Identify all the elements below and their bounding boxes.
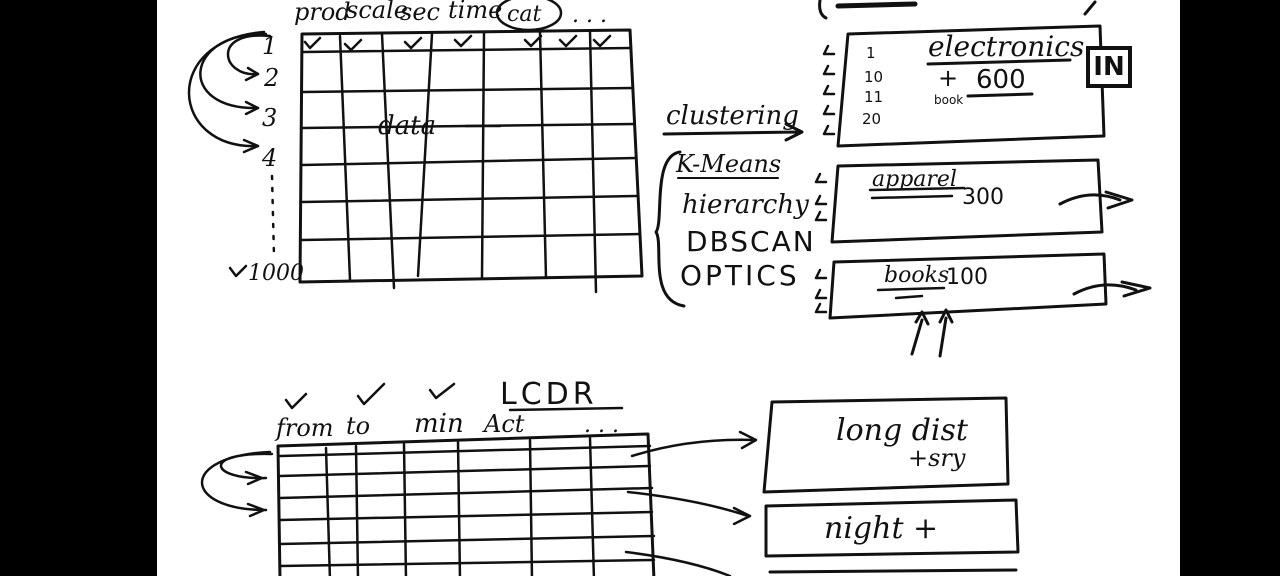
cluster-label-books: books	[884, 263, 949, 288]
row-id-20: 20	[862, 110, 881, 128]
column-header-min: min	[414, 409, 464, 439]
bottom-arrow-2	[626, 490, 752, 526]
apparel-underline	[868, 186, 966, 200]
cat-circle	[495, 0, 563, 32]
row-index-3: 3	[262, 104, 277, 132]
box-night	[764, 498, 1020, 558]
row-id-11: 11	[864, 88, 883, 106]
row-id-10: 10	[864, 68, 883, 86]
row-arrows	[187, 30, 276, 278]
cluster-label-electronics: electronics	[928, 30, 1084, 63]
table-center-label: data	[378, 111, 436, 141]
cluster-sub-book: book	[934, 93, 963, 107]
column-header-cat: cat	[507, 2, 541, 27]
electronics-plus: +	[938, 64, 958, 92]
top-table-grid	[298, 28, 644, 294]
bottom-table-grid	[200, 432, 656, 576]
methods-brace	[654, 150, 686, 308]
row-ticks-2	[814, 172, 828, 222]
box-third-edge	[768, 568, 1018, 574]
cluster-count-books: 100	[946, 265, 988, 290]
column-header-to: to	[346, 412, 370, 440]
cluster-box-electronics	[836, 24, 1106, 148]
clustering-label: clustering	[666, 101, 799, 131]
books-underline	[876, 286, 946, 300]
column-header-scale: scale	[346, 0, 408, 24]
method-optics: OPTICS	[680, 259, 800, 292]
clustering-arrow	[662, 122, 804, 142]
bottom-checkmarks	[284, 382, 456, 410]
column-header-prod: prod	[294, 0, 351, 26]
column-header-time: time	[448, 0, 502, 24]
column-header-from: from	[274, 414, 334, 442]
column-header-sec: sec	[400, 0, 440, 26]
count-underline	[966, 92, 1034, 98]
cluster-box-apparel	[830, 158, 1104, 244]
box-long-dist	[762, 396, 1010, 494]
books-arrow	[1072, 280, 1152, 298]
box-long-dist-line2: +sry	[908, 444, 966, 472]
cluster-count-electronics: 600	[976, 65, 1026, 95]
cluster-box-books	[828, 252, 1108, 320]
cluster-count-apparel: 300	[962, 185, 1004, 210]
bottom-arrow-3	[624, 550, 732, 576]
row-index-1: 1	[262, 32, 277, 60]
method-dbscan: DBSCAN	[686, 225, 816, 258]
books-up-arrows	[910, 308, 954, 358]
box-night-text: night +	[824, 511, 938, 546]
top-right-scribble	[818, 0, 1097, 20]
row-index-1000: 1000	[248, 261, 304, 286]
watermark-logo: IN	[1086, 46, 1132, 88]
row-index-4: 4	[261, 144, 277, 172]
bottom-arrow-1	[630, 430, 758, 458]
row-ticks-1	[822, 44, 836, 136]
box-long-dist-line1: long dist	[836, 413, 969, 448]
lcdr-underline	[508, 406, 624, 412]
method-hierarchy: hierarchy	[682, 190, 809, 220]
column-header-act: Act	[482, 410, 525, 438]
method-kmeans: K-Means	[675, 150, 781, 178]
apparel-arrow	[1058, 190, 1134, 210]
electronics-underline	[926, 58, 1072, 66]
row-index-2: 2	[263, 64, 279, 92]
column-header-lcdr: LCDR	[500, 377, 598, 412]
row-id-1: 1	[866, 44, 876, 62]
row-ticks-3	[814, 268, 828, 314]
column-header-ellipsis: . . .	[572, 3, 607, 28]
